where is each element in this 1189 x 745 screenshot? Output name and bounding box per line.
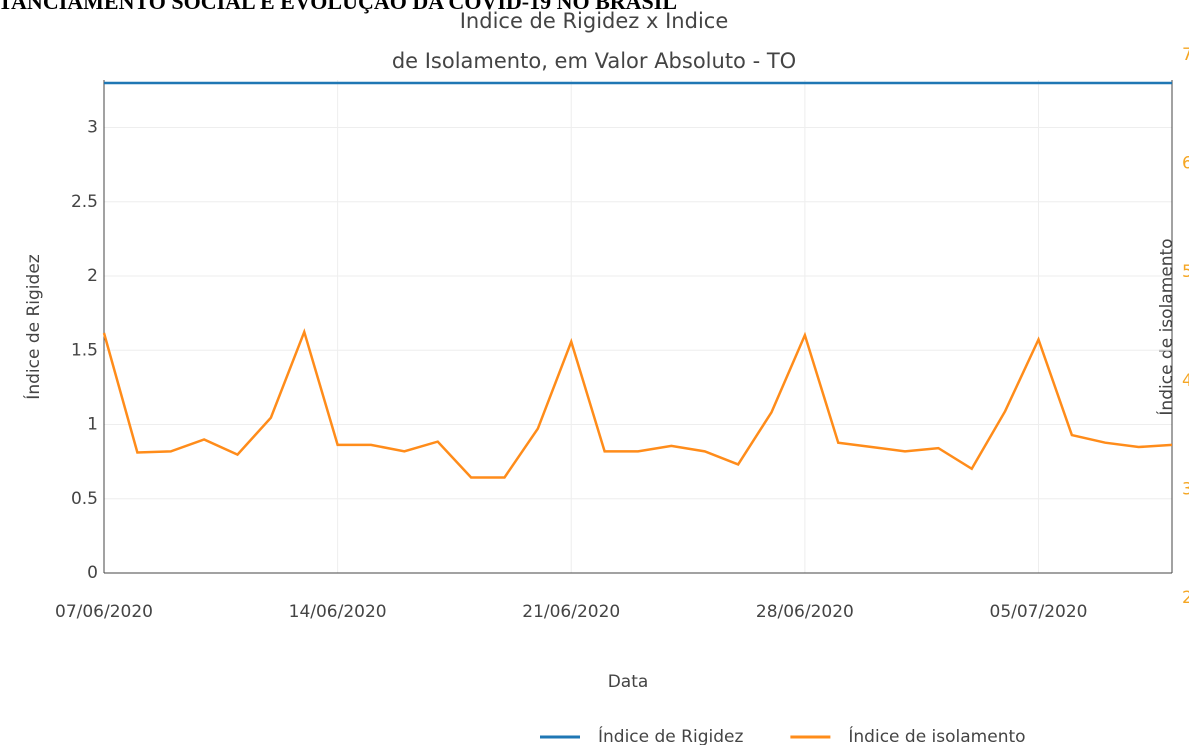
series-line — [102, 328, 1173, 479]
page-header: TANCIAMENTO SOCIAL E EVOLUÇÃO DA COVID-1… — [0, 0, 677, 14]
x-tick-label: 07/06/2020 — [55, 602, 153, 622]
y-tick-label: 0 — [87, 563, 98, 583]
x-tick-label: 21/06/2020 — [522, 602, 620, 622]
x-tick-label: 05/07/2020 — [990, 602, 1088, 622]
y-tick-label: 1.5 — [71, 340, 98, 360]
y-tick-label: 0.5 — [71, 489, 98, 509]
x-axis-label: Data — [608, 672, 649, 692]
x-tick-label: 28/06/2020 — [756, 602, 854, 622]
y2-tick-label: 4 — [1182, 371, 1189, 391]
legend-label: Índice de Rigidez — [598, 725, 743, 745]
y2-tick-label: 2 — [1182, 588, 1189, 608]
y-tick-label: 2 — [87, 266, 98, 286]
x-tick-label: 14/06/2020 — [289, 602, 387, 622]
y2-axis-label: Índice de isolamento — [1155, 238, 1177, 415]
y-tick-label: 3 — [87, 118, 98, 138]
y2-tick-label: 7 — [1182, 45, 1189, 65]
chart-title: Indice de Rigidez x Indice — [460, 9, 729, 33]
legend-label: Índice de isolamento — [848, 725, 1025, 745]
y2-tick-label: 6 — [1182, 154, 1189, 174]
y-axis-label: Índice de Rigidez — [22, 254, 44, 399]
chart-title: de Isolamento, em Valor Absoluto - TO — [392, 49, 796, 73]
y-tick-label: 2.5 — [71, 192, 98, 212]
y2-tick-label: 3 — [1182, 479, 1189, 499]
y2-tick-label: 5 — [1182, 262, 1189, 282]
y-tick-label: 1 — [87, 415, 98, 435]
